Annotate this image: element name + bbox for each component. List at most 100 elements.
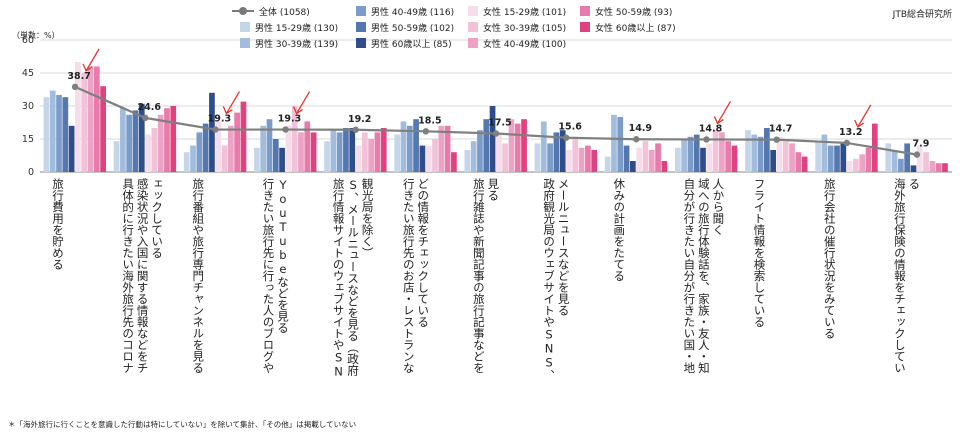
bar [438, 125, 445, 172]
bar [502, 143, 508, 172]
bar [451, 152, 457, 172]
x-category-label: フライト情報を検索している [753, 178, 767, 328]
bar [221, 145, 228, 172]
svg-text:人から聞く: 人から聞く [711, 178, 725, 236]
data-label: 17.5 [488, 118, 511, 129]
bar [789, 143, 795, 172]
bar [170, 106, 177, 172]
source-label: JTB総合研究所 [892, 10, 952, 20]
legend-label: 全体 (1058) [259, 8, 310, 18]
data-label: 24.6 [138, 102, 162, 113]
bar [898, 158, 904, 172]
svg-text:海外旅行保険の情報をチェックしてい: 海外旅行保険の情報をチェックしてい [893, 177, 907, 373]
legend-label: 女性 60歳以上 (87) [595, 24, 676, 34]
svg-text:旅行会社の催行状況をみている: 旅行会社の催行状況をみている [823, 177, 837, 339]
bar [700, 147, 706, 172]
bar [355, 145, 362, 172]
bar [929, 161, 936, 172]
bar [496, 134, 502, 172]
y-tick-label: 0 [28, 167, 34, 178]
footnote: ＊「海外旅行に行くことを意識した行動は特にしていない」を除いて集計、「その他」は… [8, 420, 357, 429]
legend-label: 女性 40-49歳 (100) [483, 40, 567, 50]
bar [113, 141, 120, 172]
bar [591, 150, 598, 172]
bar [942, 163, 948, 172]
bar [330, 130, 337, 172]
data-label: 19.2 [348, 114, 371, 125]
bar [164, 108, 170, 172]
bar [776, 136, 783, 172]
svg-text:具体的に行きたい海外旅行先のコロナ: 具体的に行きたい海外旅行先のコロナ [121, 178, 135, 374]
bar [846, 161, 853, 172]
bar [240, 101, 247, 172]
bar [534, 143, 541, 172]
legend-swatch [240, 38, 250, 48]
bar [361, 132, 368, 172]
legend-item: 全体 (1058) [232, 6, 310, 20]
bar [343, 128, 349, 172]
bar [291, 106, 298, 172]
legend-item: 女性 50-59歳 (93) [580, 6, 672, 20]
legend-swatch [356, 38, 366, 48]
legend-item: 女性 40-49歳 (100) [468, 38, 566, 52]
svg-text:YouTubeなどを見る: YouTubeなどを見る [276, 178, 290, 334]
highlight-arrow-icon [854, 104, 872, 128]
bar [285, 125, 292, 172]
bar [406, 125, 413, 172]
legend-item: 男性 40-49歳 (116) [356, 6, 454, 20]
svg-text:休みの計画をたてる: 休みの計画をたてる [612, 178, 626, 282]
data-label: 13.2 [839, 127, 862, 138]
line-point [212, 126, 219, 133]
x-category-label: 旅行情報サイトのウェブサイトやSN S、メールニュースなどを見る（政府 観光局を除く… [332, 177, 375, 378]
data-label: 38.7 [67, 71, 90, 82]
bar [655, 143, 661, 172]
bar [712, 130, 719, 172]
line-point [282, 126, 289, 133]
bar [693, 134, 700, 172]
data-label: 14.9 [629, 123, 652, 134]
legend-swatch [232, 6, 254, 16]
bar [75, 62, 81, 172]
svg-text:見る: 見る [486, 178, 500, 201]
bar [470, 141, 477, 172]
bar [266, 119, 273, 172]
bar [254, 147, 260, 172]
line-point [422, 128, 430, 135]
legend-item: 女性 30-39歳 (105) [468, 22, 566, 36]
svg-text:S、メールニュースなどを見る（政府: S、メールニュースなどを見る（政府 [346, 178, 360, 377]
legend-item: 男性 30-39歳 (139) [240, 38, 338, 52]
bar [93, 66, 100, 172]
data-label: 14.7 [769, 124, 792, 135]
bar [336, 132, 343, 172]
legend-label: 男性 50-59歳 (102) [371, 24, 455, 34]
data-label: 7.9 [913, 139, 930, 150]
x-category-label: 自分が行きたい自分が行きたい国・地 域への旅行体験話を、家族・友人・知 人から聞く [682, 178, 725, 374]
bar [853, 158, 859, 172]
bar [234, 112, 240, 172]
bar [87, 66, 94, 172]
svg-text:観光局を除く）: 観光局を除く） [361, 177, 375, 258]
bar [68, 125, 75, 172]
bar [719, 132, 725, 172]
bar [126, 114, 133, 172]
bar [687, 136, 694, 172]
x-category-label: 旅行番組や旅行専門チャンネルを見る [191, 177, 205, 373]
bar [661, 161, 668, 172]
bar [566, 150, 572, 172]
bar [885, 143, 892, 172]
bar [910, 165, 917, 172]
bar [821, 134, 828, 172]
highlight-arrow-icon [82, 48, 100, 72]
svg-text:行きたい旅行先のお店・レストランな: 行きたい旅行先のお店・レストランな [402, 178, 416, 374]
svg-text:旅行番組や旅行専門チャンネルを見る: 旅行番組や旅行専門チャンネルを見る [191, 177, 205, 373]
bar [617, 117, 624, 172]
bar [636, 147, 643, 172]
bar [840, 143, 847, 172]
bar [764, 128, 770, 172]
bar [514, 123, 521, 172]
bar [349, 128, 356, 172]
svg-text:政府観光局のウェブサイトやSNS、: 政府観光局のウェブサイトやSNS、 [542, 177, 556, 381]
svg-text:感染状況や入国に関する情報などをチ: 感染状況や入国に関する情報などをチ [136, 177, 150, 373]
svg-text:フライト情報を検索している: フライト情報を検索している [753, 178, 767, 328]
